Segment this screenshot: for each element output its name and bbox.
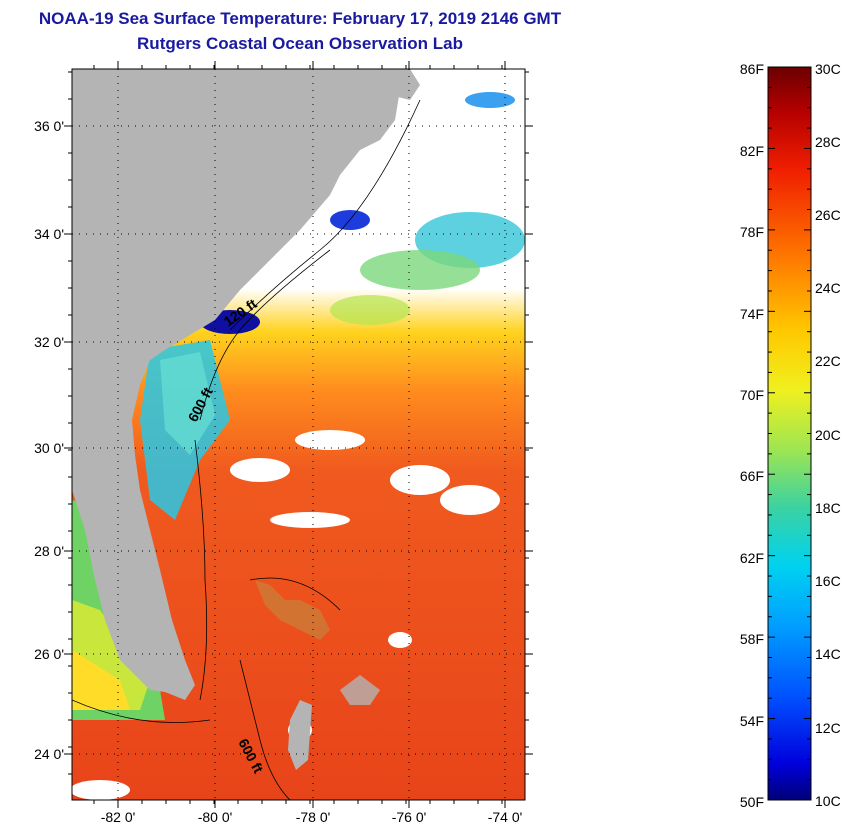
lat-label-28: 28 0' (34, 543, 64, 559)
lon-label-76: -76 0' (392, 809, 427, 825)
lat-label-34: 34 0' (34, 226, 64, 242)
cb-c-30: 30C (815, 61, 841, 77)
cb-f-50: 50F (740, 794, 764, 810)
map-title: NOAA-19 Sea Surface Temperature: Februar… (38, 9, 562, 28)
bahamas-land (255, 580, 330, 640)
cb-c-26: 26C (815, 207, 841, 223)
cb-c-20: 20C (815, 427, 841, 443)
cb-c-24: 24C (815, 280, 841, 296)
lat-label-30: 30 0' (34, 440, 64, 456)
lon-label-82: -82 0' (101, 809, 136, 825)
land-mass (72, 69, 400, 700)
map-frame (71, 68, 526, 801)
cb-f-86: 86F (740, 61, 764, 77)
cb-f-58: 58F (740, 631, 764, 647)
lat-label-26: 26 0' (34, 646, 64, 662)
cb-f-62: 62F (740, 550, 764, 566)
cb-f-54: 54F (740, 713, 764, 729)
cb-c-10: 10C (815, 793, 841, 809)
axis-ticks (64, 61, 533, 808)
cb-c-18: 18C (815, 500, 841, 516)
lat-label-36: 36 0' (34, 118, 64, 134)
lon-label-78: -78 0' (296, 809, 331, 825)
cb-c-14: 14C (815, 646, 841, 662)
lat-label-24: 24 0' (34, 746, 64, 762)
map-panel (72, 69, 525, 800)
map-subtitle: Rutgers Coastal Ocean Observation Lab (137, 34, 463, 53)
cb-c-22: 22C (815, 353, 841, 369)
cb-c-28: 28C (815, 134, 841, 150)
cb-f-74: 74F (740, 306, 764, 322)
colorbar: 86F 82F 78F 74F 70F 66F 62F 58F 54F 50F … (740, 61, 841, 810)
cb-c-16: 16C (815, 573, 841, 589)
graticule (72, 69, 525, 800)
colorbar-ticks (768, 66, 811, 801)
lon-label-74: -74 0' (488, 809, 523, 825)
longitude-labels: -82 0' -80 0' -78 0' -76 0' -74 0' (101, 809, 523, 825)
cb-f-82: 82F (740, 143, 764, 159)
lon-label-80: -80 0' (198, 809, 233, 825)
cb-f-66: 66F (740, 468, 764, 484)
cb-f-78: 78F (740, 224, 764, 240)
colorbar-gradient (767, 66, 812, 801)
cb-c-12: 12C (815, 720, 841, 736)
latitude-labels: 36 0' 34 0' 32 0' 30 0' 28 0' 26 0' 24 0… (34, 118, 64, 762)
cb-f-70: 70F (740, 387, 764, 403)
lat-label-32: 32 0' (34, 334, 64, 350)
